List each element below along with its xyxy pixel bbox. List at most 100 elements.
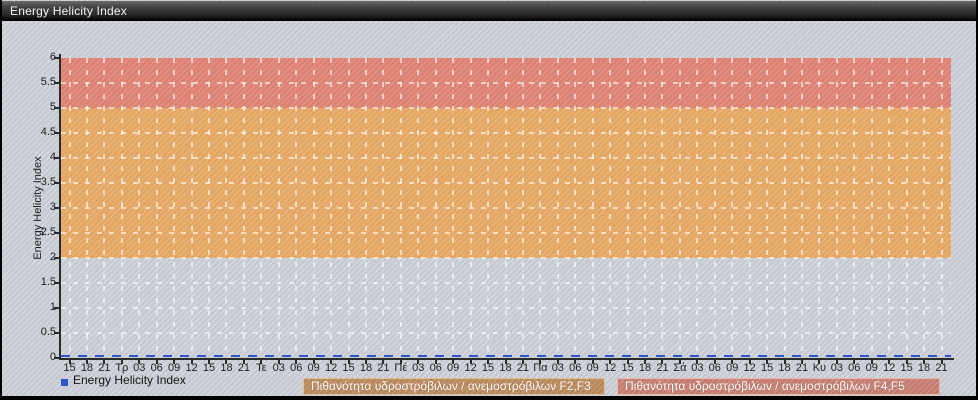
v-gridline — [155, 58, 158, 358]
x-tick-label: 09 — [168, 362, 181, 374]
x-tick-mark — [870, 360, 873, 364]
x-tick-label: 21 — [237, 362, 251, 374]
y-tick-mark — [54, 332, 59, 334]
v-gridline — [644, 58, 647, 358]
x-tick-label: 18 — [638, 362, 652, 374]
x-tick-label: 12 — [743, 362, 756, 374]
x-tick-mark — [923, 360, 926, 364]
v-gridline — [85, 58, 88, 358]
x-axis-line — [59, 358, 954, 360]
x-tick-mark — [504, 360, 507, 364]
x-tick-label: Πα — [533, 362, 548, 374]
x-tick-mark — [155, 360, 158, 364]
y-tick-mark — [54, 157, 59, 159]
y-axis-title: Energy Helicity Index — [32, 156, 44, 260]
v-gridline — [661, 58, 664, 358]
v-gridline — [399, 58, 402, 358]
x-tick-label: 15 — [63, 362, 76, 374]
v-gridline — [609, 58, 612, 358]
x-tick-label: 15 — [481, 362, 495, 374]
x-tick-label: 15 — [342, 362, 355, 374]
x-tick-mark — [68, 360, 71, 364]
x-tick-mark — [364, 360, 367, 364]
x-tick-label: Τε — [256, 362, 267, 374]
x-tick-mark — [713, 360, 716, 364]
x-tick-mark — [469, 360, 472, 364]
v-gridline — [347, 58, 350, 358]
x-tick-mark — [208, 360, 211, 364]
x-tick-mark — [766, 360, 769, 364]
x-tick-mark — [556, 360, 559, 364]
v-gridline — [626, 58, 629, 358]
x-tick-mark — [835, 360, 838, 364]
legend-band-f4f5: Πιθανότητα υδροστρόβιλων / ανεμοστρόβιλω… — [617, 378, 940, 395]
x-tick-mark — [190, 360, 193, 364]
v-gridline — [190, 58, 193, 358]
x-tick-mark — [888, 360, 891, 364]
y-tick-label: 2.5 — [40, 226, 56, 238]
x-tick-label: 06 — [569, 362, 582, 374]
v-gridline — [539, 58, 542, 358]
x-tick-label: 09 — [307, 362, 320, 374]
y-tick-mark — [54, 207, 59, 209]
v-gridline — [521, 58, 524, 358]
x-tick-mark — [539, 360, 542, 364]
v-gridline — [713, 58, 716, 358]
y-tick-mark — [54, 257, 59, 259]
x-tick-label: 12 — [464, 362, 477, 374]
y-tick-label: 5.5 — [40, 76, 56, 88]
x-tick-label: 21 — [656, 362, 669, 374]
x-tick-label: 03 — [133, 362, 146, 374]
v-gridline — [940, 58, 943, 358]
v-gridline — [487, 58, 490, 358]
x-tick-mark — [626, 360, 629, 364]
x-tick-mark — [487, 360, 490, 364]
y-tick-mark — [54, 132, 59, 134]
x-tick-mark — [591, 360, 594, 364]
x-tick-mark — [800, 360, 803, 364]
x-tick-mark — [347, 360, 350, 364]
x-tick-mark — [103, 360, 106, 364]
y-tick-mark — [54, 57, 59, 59]
x-tick-label: 15 — [900, 362, 913, 374]
x-tick-label: 15 — [760, 362, 774, 374]
y-tick-label: 4.5 — [40, 126, 56, 138]
v-gridline — [800, 58, 803, 358]
y-tick-label: 2 — [49, 251, 56, 263]
x-tick-label: 06 — [150, 362, 163, 374]
x-tick-label: 06 — [290, 362, 303, 374]
y-tick-mark — [54, 232, 59, 234]
x-tick-label: 12 — [604, 362, 617, 374]
v-gridline — [591, 58, 594, 358]
x-tick-label: 03 — [412, 362, 425, 374]
window-titlebar: Energy Helicity Index — [2, 1, 976, 21]
v-gridline — [870, 58, 873, 358]
y-axis-line — [59, 54, 61, 360]
x-tick-mark — [748, 360, 751, 364]
x-tick-label: 03 — [691, 362, 704, 374]
x-tick-label: 12 — [324, 362, 338, 374]
y-tick-mark — [54, 357, 59, 359]
x-tick-label: 18 — [778, 362, 791, 374]
x-tick-label: 03 — [551, 362, 564, 374]
y-tick-mark — [54, 82, 59, 84]
x-tick-mark — [120, 360, 123, 364]
x-tick-mark — [138, 360, 141, 364]
x-tick-label: 15 — [202, 362, 216, 374]
v-gridline — [905, 58, 908, 358]
x-tick-label: 12 — [883, 362, 896, 374]
x-tick-mark — [173, 360, 176, 364]
v-gridline — [818, 58, 821, 358]
y-tick-mark — [54, 307, 59, 309]
x-tick-mark — [644, 360, 647, 364]
v-gridline — [853, 58, 856, 358]
v-gridline — [835, 58, 838, 358]
y-tick-label: 0.5 — [40, 326, 56, 338]
x-tick-mark — [312, 360, 315, 364]
x-tick-label: 06 — [708, 362, 721, 374]
x-tick-label: 06 — [848, 362, 861, 374]
x-tick-label: 18 — [220, 362, 233, 374]
y-tick-label: 4 — [49, 151, 56, 163]
v-gridline — [783, 58, 786, 358]
